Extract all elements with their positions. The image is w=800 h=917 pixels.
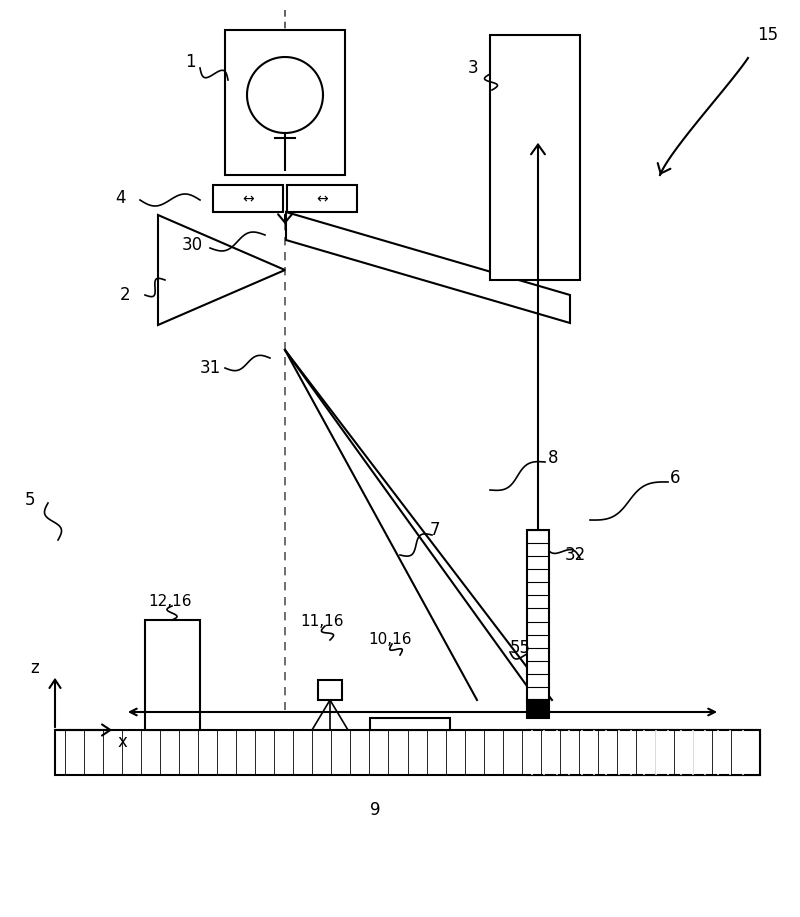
Text: 11,16: 11,16 [300,614,343,629]
Bar [287,185,357,212]
Text: 15: 15 [757,26,778,44]
Text: x: x [118,733,128,751]
Text: 10,16: 10,16 [368,633,411,647]
Text: $\leftrightarrow$: $\leftrightarrow$ [314,192,330,205]
Text: 1: 1 [185,53,196,71]
Bar [527,700,549,718]
Text: 9: 9 [370,801,381,819]
Text: 8: 8 [548,449,558,467]
Text: 6: 6 [670,469,681,487]
Bar [527,530,549,700]
Text: 12,16: 12,16 [148,594,191,610]
Text: 31: 31 [200,359,222,377]
Bar [527,730,760,775]
Text: z: z [30,659,38,677]
Text: 5: 5 [25,491,35,509]
Text: 32: 32 [565,546,586,564]
Text: 4: 4 [115,189,126,207]
Text: 3: 3 [468,59,478,77]
Bar [490,35,580,280]
Text: $\leftrightarrow$: $\leftrightarrow$ [240,192,256,205]
Text: 30: 30 [182,236,203,254]
Text: 7: 7 [430,521,441,539]
Bar [318,680,342,700]
Text: 2: 2 [120,286,130,304]
Bar [213,185,283,212]
Bar [55,730,760,775]
Bar [145,620,200,730]
Bar [225,30,345,175]
Bar [370,718,450,730]
Text: 55: 55 [510,639,531,657]
